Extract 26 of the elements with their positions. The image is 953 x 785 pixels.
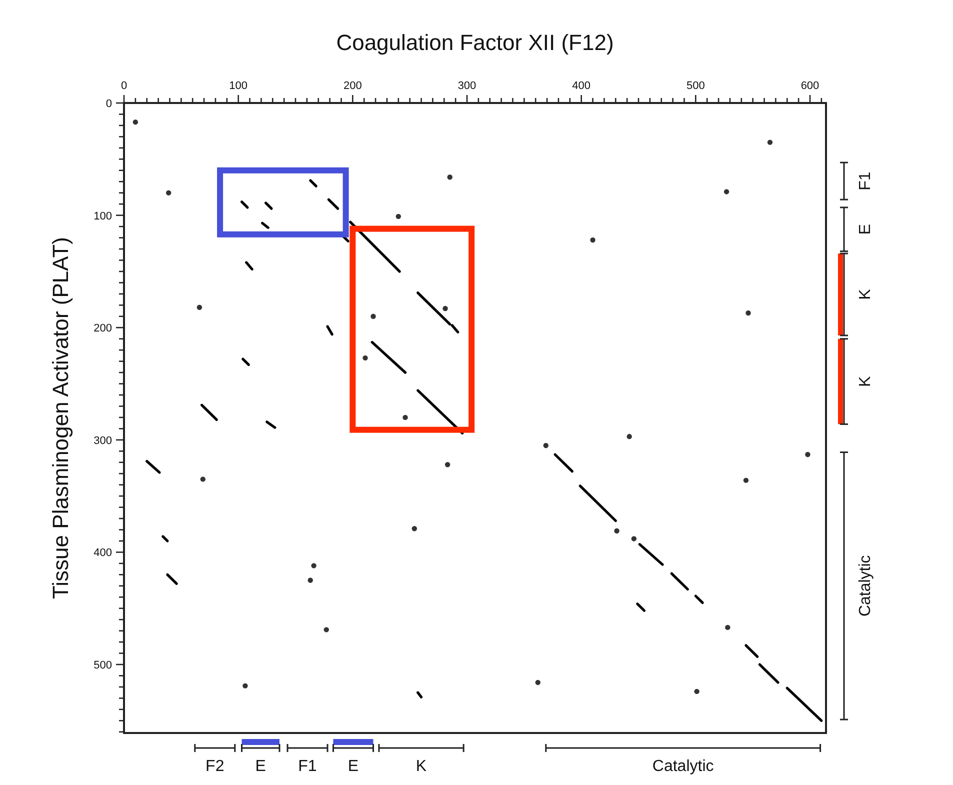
text: F1 — [857, 172, 874, 190]
y-tick-label: 500 — [94, 659, 112, 672]
text: Catalytic — [652, 758, 714, 775]
x-tick-label: 500 — [686, 80, 705, 92]
text: K — [416, 758, 427, 775]
x-tick-label: 200 — [343, 80, 362, 92]
text: F1 — [298, 758, 317, 775]
y-tick-label: 300 — [94, 434, 112, 447]
text: E — [255, 758, 266, 775]
text: K — [857, 288, 874, 300]
x-tick-label: 600 — [800, 80, 820, 92]
text: E — [348, 758, 359, 775]
text: K — [857, 376, 874, 387]
text: E — [857, 224, 874, 235]
x-tick-label: 400 — [572, 80, 591, 92]
x-tick-label: 0 — [120, 80, 128, 92]
text: Catalytic — [857, 555, 874, 617]
y-tick-label: 100 — [94, 210, 112, 222]
y-tick-label: 0 — [106, 98, 112, 110]
x-tick-label: 100 — [229, 80, 248, 92]
y-tick-label: 200 — [94, 322, 112, 335]
x-tick-label: 300 — [458, 80, 476, 92]
y-tick-label: 400 — [94, 547, 112, 560]
chart-title: Coagulation Factor XII (F12) — [336, 30, 614, 55]
y-axis-title: Tissue Plasminogen Activator (PLAT) — [48, 237, 73, 599]
text: F2 — [206, 758, 224, 775]
